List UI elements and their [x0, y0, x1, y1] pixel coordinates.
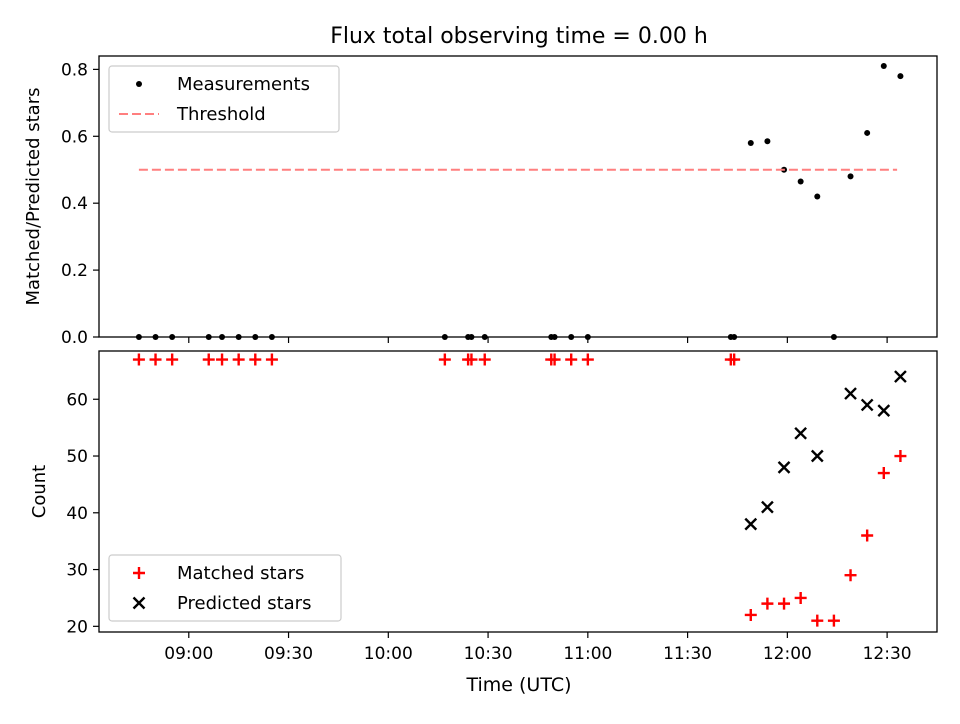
data-point: [551, 334, 558, 340]
panel-ratio: 0.0 0.2 0.4 0.6 0.8 Matched/Predicted stars Me…: [23, 55, 938, 348]
data-point: [827, 614, 840, 627]
figure-title: Flux total observing time = 0.00 h: [330, 24, 708, 49]
x-tick-label: 10:30: [464, 644, 513, 664]
y-tick-label: 30: [66, 561, 88, 581]
data-point: [149, 353, 162, 366]
x-tick-label: 09:30: [264, 644, 313, 664]
legend-swatch: [132, 596, 146, 610]
data-point: [778, 597, 791, 610]
data-point: [747, 139, 754, 146]
data-point: [864, 129, 871, 136]
data-point: [877, 467, 890, 480]
data-point: [268, 334, 275, 340]
x-axis-label: Time (UTC): [465, 674, 571, 696]
data-point: [844, 387, 857, 400]
x-tick-label: 09:00: [164, 644, 213, 664]
y-tick-label: 0.8: [61, 60, 88, 80]
data-point: [548, 353, 561, 366]
data-point: [814, 193, 821, 200]
data-point: [764, 138, 771, 145]
data-point: [797, 178, 804, 185]
x-tick-label: 10:00: [364, 644, 413, 664]
data-point: [441, 334, 448, 340]
data-point: [731, 334, 738, 340]
y-axis-label: Count: [29, 465, 50, 518]
series-predicted-stars: [744, 370, 907, 531]
data-point: [219, 334, 226, 340]
legend-label: Matched stars: [177, 563, 304, 584]
data-point: [794, 591, 807, 604]
data-point: [265, 353, 278, 366]
legend-swatch: [133, 567, 145, 579]
data-point: [880, 63, 887, 70]
y-tick-label: 0.4: [61, 194, 88, 214]
data-point: [152, 334, 159, 340]
data-point: [202, 353, 215, 366]
x-tick-label: 11:30: [663, 644, 712, 664]
data-point: [132, 353, 145, 366]
panel-count: 20 30 40 50 60 09:00 09:30 10:00 10:30 11:00 11:30…: [29, 350, 938, 664]
data-point: [761, 597, 774, 610]
data-point: [794, 426, 808, 440]
data-point: [249, 353, 262, 366]
data-point: [894, 450, 907, 463]
data-point: [478, 353, 491, 366]
data-point: [235, 334, 242, 340]
x-tick-label: 12:30: [863, 644, 912, 664]
data-point: [135, 334, 142, 340]
legend: Measurements Threshold: [108, 65, 340, 133]
series-measurements: [135, 63, 904, 340]
data-point: [728, 353, 741, 366]
data-point: [205, 334, 212, 340]
legend-label: Predicted stars: [177, 593, 311, 614]
data-point: [860, 398, 874, 412]
data-point: [481, 334, 488, 340]
data-point: [761, 500, 774, 514]
data-point: [810, 449, 824, 463]
legend-label: Measurements: [177, 74, 310, 95]
data-point: [830, 334, 837, 340]
y-tick-label: 50: [66, 447, 88, 467]
x-tick-label: 12:00: [763, 644, 812, 664]
data-point: [861, 529, 874, 542]
data-point: [897, 73, 904, 80]
y-tick-label: 60: [66, 390, 88, 410]
data-point: [568, 334, 575, 340]
y-tick-label: 0.0: [61, 328, 88, 348]
y-axis-label: Matched/Predicted stars: [23, 88, 44, 306]
y-tick-label: 20: [66, 617, 88, 637]
data-point: [166, 353, 179, 366]
legend-label: Threshold: [176, 104, 266, 125]
data-point: [438, 353, 451, 366]
y-tick-label: 0.6: [61, 127, 88, 147]
data-point: [744, 517, 758, 531]
data-point: [844, 569, 857, 582]
data-point: [584, 334, 591, 340]
data-point: [894, 370, 907, 383]
data-point: [232, 353, 245, 366]
data-point: [777, 461, 791, 474]
data-point: [169, 334, 176, 340]
plot-frame: [98, 55, 938, 338]
legend-swatch: [136, 81, 142, 87]
data-point: [565, 353, 578, 366]
y-tick-label: 0.2: [61, 261, 88, 281]
plot-frame: [98, 350, 938, 633]
data-point: [877, 404, 891, 417]
x-tick-label: 11:00: [563, 644, 612, 664]
data-point: [465, 353, 478, 366]
series-matched-stars: [132, 353, 907, 627]
legend: Matched stars Predicted stars: [108, 554, 342, 622]
data-point: [252, 334, 259, 340]
y-tick-label: 40: [66, 504, 88, 524]
legend-box: [108, 65, 340, 133]
data-point: [744, 608, 757, 621]
data-point: [216, 353, 229, 366]
legend-box: [108, 554, 342, 622]
data-point: [468, 334, 475, 340]
data-point: [847, 173, 854, 180]
data-point: [811, 614, 824, 627]
data-point: [581, 353, 594, 366]
